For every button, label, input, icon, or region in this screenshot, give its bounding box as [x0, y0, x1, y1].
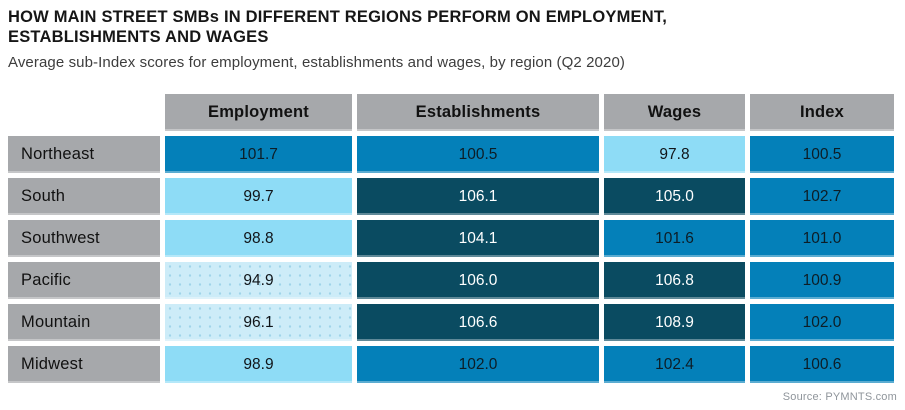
- row-label-south: South: [8, 178, 160, 216]
- table-cell: 97.8: [604, 136, 745, 174]
- table-cell: 101.6: [604, 220, 745, 258]
- report-figure: HOW MAIN STREET SMBs IN DIFFERENT REGION…: [8, 8, 894, 384]
- table-cell: 100.5: [357, 136, 599, 174]
- table-cell: 100.5: [750, 136, 894, 174]
- column-header-index: Index: [750, 94, 894, 132]
- table-cell: 94.9: [165, 262, 352, 300]
- table-cell: 101.0: [750, 220, 894, 258]
- column-header-establishments: Establishments: [357, 94, 599, 132]
- column-header-employment: Employment: [165, 94, 352, 132]
- table-cell: 104.1: [357, 220, 599, 258]
- row-label-northeast: Northeast: [8, 136, 160, 174]
- table-cell: 99.7: [165, 178, 352, 216]
- table-corner-cell: [8, 94, 160, 131]
- table-cell: 108.9: [604, 304, 745, 342]
- figure-subtitle: Average sub-Index scores for employment,…: [8, 54, 625, 72]
- row-label-southwest: Southwest: [8, 220, 160, 258]
- source-attribution: Source: PYMNTS.com: [782, 391, 897, 403]
- region-index-table: Employment Establishments Wages Index No…: [8, 94, 894, 384]
- table-cell: 102.7: [750, 178, 894, 216]
- table-cell: 101.7: [165, 136, 352, 174]
- table-cell: 100.9: [750, 262, 894, 300]
- table-cell: 106.6: [357, 304, 599, 342]
- table-cell: 102.4: [604, 346, 745, 384]
- row-label-midwest: Midwest: [8, 346, 160, 384]
- row-label-pacific: Pacific: [8, 262, 160, 300]
- table-cell: 102.0: [357, 346, 599, 384]
- column-header-wages: Wages: [604, 94, 745, 132]
- row-label-mountain: Mountain: [8, 304, 160, 342]
- table-cell: 98.8: [165, 220, 352, 258]
- table-cell: 96.1: [165, 304, 352, 342]
- table-cell: 106.8: [604, 262, 745, 300]
- table-cell: 98.9: [165, 346, 352, 384]
- table-cell: 102.0: [750, 304, 894, 342]
- table-cell: 105.0: [604, 178, 745, 216]
- table-cell: 100.6: [750, 346, 894, 384]
- table-cell: 106.0: [357, 262, 599, 300]
- table-cell: 106.1: [357, 178, 599, 216]
- figure-title: HOW MAIN STREET SMBs IN DIFFERENT REGION…: [8, 8, 668, 47]
